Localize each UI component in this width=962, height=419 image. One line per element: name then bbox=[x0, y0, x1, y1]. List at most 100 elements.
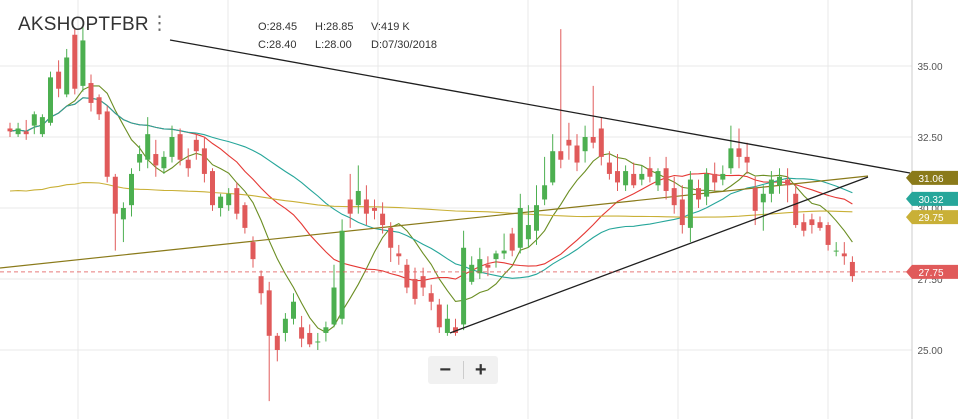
ohlc-high: H:28.85 bbox=[315, 21, 354, 33]
ohlc-open-label: O: bbox=[258, 21, 270, 33]
trend-line-support bbox=[449, 176, 869, 334]
candle-body bbox=[315, 341, 321, 343]
candle-body bbox=[31, 114, 37, 126]
candle-body bbox=[606, 162, 612, 174]
candle-body bbox=[372, 208, 377, 211]
candle-body bbox=[266, 290, 272, 336]
ohlc-date-label: D: bbox=[371, 39, 382, 51]
ohlc-volume-label: V: bbox=[371, 21, 381, 33]
candle-body bbox=[574, 145, 580, 163]
ohlc-close-value: 28.40 bbox=[269, 39, 297, 51]
candle-body bbox=[436, 304, 442, 328]
candle-body bbox=[825, 225, 831, 245]
candle-body bbox=[801, 222, 807, 231]
candle-body bbox=[193, 139, 199, 152]
zoom-divider bbox=[462, 361, 464, 379]
ohlc-low-value: 28.00 bbox=[324, 39, 352, 51]
price-badge-label: 30.32 bbox=[918, 195, 943, 206]
moving-average-olive bbox=[9, 85, 853, 333]
candle-body bbox=[833, 250, 839, 252]
candle-body bbox=[129, 173, 134, 206]
ohlc-volume-value: 419 K bbox=[381, 21, 410, 33]
candle-body bbox=[671, 188, 677, 206]
ohlc-open: O:28.45 bbox=[258, 21, 297, 33]
candle-body bbox=[655, 171, 661, 186]
candle-body bbox=[169, 137, 175, 157]
candle-body bbox=[226, 193, 232, 206]
candle-body bbox=[542, 185, 548, 200]
candle-body bbox=[347, 199, 353, 214]
candle-body bbox=[339, 230, 345, 319]
candle-body bbox=[7, 128, 13, 132]
minus-icon[interactable]: − bbox=[439, 358, 452, 381]
candle-body bbox=[679, 199, 685, 226]
candle-body bbox=[96, 97, 102, 115]
candle-body bbox=[15, 128, 21, 135]
candle-body bbox=[696, 188, 701, 200]
candle-body bbox=[728, 148, 734, 169]
candle-body bbox=[282, 318, 288, 333]
candle-body bbox=[752, 188, 758, 211]
candle-body bbox=[112, 176, 118, 214]
candle-body bbox=[363, 199, 369, 214]
candle-body bbox=[242, 205, 248, 228]
candle-body bbox=[323, 327, 329, 333]
candle-body bbox=[558, 151, 564, 160]
candle-body bbox=[137, 154, 143, 163]
ohlc-close-label: C: bbox=[258, 39, 269, 51]
candle-body bbox=[485, 264, 491, 268]
ohlc-close: C:28.40 bbox=[258, 39, 297, 51]
price-badge bbox=[906, 170, 958, 185]
ohlc-high-value: 28.85 bbox=[326, 21, 354, 33]
zoom-control: − + bbox=[428, 356, 498, 384]
candle-body bbox=[590, 137, 596, 143]
candle-body bbox=[185, 159, 191, 169]
candle-body bbox=[291, 301, 296, 319]
candle-body bbox=[177, 134, 183, 160]
candle-body bbox=[461, 247, 467, 325]
candle-body bbox=[299, 327, 305, 339]
candle-body bbox=[218, 196, 224, 208]
moving-average-teal bbox=[9, 97, 853, 279]
candle-body bbox=[615, 171, 620, 183]
moving-average-gold bbox=[9, 182, 853, 218]
candle-body bbox=[56, 71, 62, 89]
candle-body bbox=[534, 205, 539, 231]
ohlc-date-value: 07/30/2018 bbox=[382, 39, 438, 51]
candle-body bbox=[120, 208, 126, 220]
candle-body bbox=[550, 151, 556, 183]
candle-body bbox=[355, 190, 361, 206]
candle-body bbox=[64, 57, 70, 95]
candle-body bbox=[258, 276, 264, 294]
y-tick-label: 27.50 bbox=[917, 275, 942, 286]
candle-body bbox=[777, 176, 782, 186]
candle-body bbox=[404, 264, 410, 288]
candle-body bbox=[161, 156, 167, 169]
candle-body bbox=[453, 327, 458, 333]
candle-body bbox=[104, 111, 110, 177]
candle-body bbox=[396, 253, 402, 257]
candle-body bbox=[420, 276, 426, 288]
candle-body bbox=[88, 83, 94, 103]
price-badge bbox=[906, 191, 958, 206]
candle-body bbox=[517, 208, 523, 248]
ohlc-high-label: H: bbox=[315, 21, 326, 33]
kebab-menu-icon[interactable]: ⋮ bbox=[150, 13, 169, 34]
candle-body bbox=[48, 77, 53, 123]
candle-body bbox=[23, 131, 29, 135]
candle-body bbox=[768, 179, 774, 194]
candle-body bbox=[582, 137, 588, 152]
candle-body bbox=[444, 318, 450, 333]
y-tick-label: 32.50 bbox=[917, 133, 942, 144]
plus-icon[interactable]: + bbox=[474, 358, 487, 381]
candle-body bbox=[639, 173, 645, 180]
candle-body bbox=[331, 287, 337, 325]
price-badge bbox=[906, 210, 958, 225]
candle-body bbox=[469, 264, 475, 282]
ohlc-low: L:28.00 bbox=[315, 39, 352, 51]
candle-body bbox=[631, 173, 637, 186]
candle-body bbox=[663, 168, 669, 191]
candle-body bbox=[849, 261, 855, 277]
